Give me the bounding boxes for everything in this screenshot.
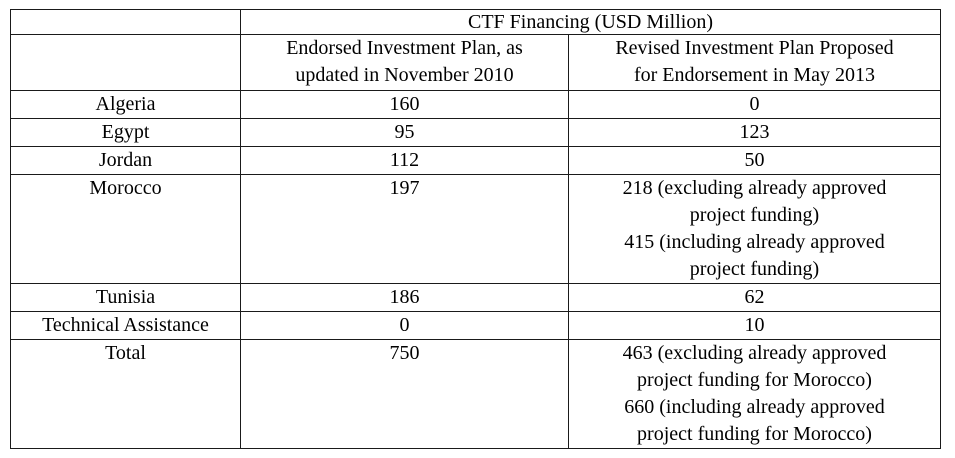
table-row-egypt: Egypt 95 123 [10,118,942,147]
endorsed-value: 112 [240,146,569,175]
row-label: Egypt [10,118,241,147]
column-header-revised: Revised Investment Plan Proposed for End… [567,34,942,91]
row-label: Jordan [10,146,241,175]
revised-value: 50 [567,146,942,175]
endorsed-value: 186 [240,283,569,312]
endorsed-value: 750 [240,339,569,449]
row-label: Algeria [10,90,241,119]
empty-header-cell [10,34,241,91]
revised-value: 10 [567,311,942,340]
table-header-row: Endorsed Investment Plan, as updated in … [10,34,942,91]
revised-value: 62 [567,283,942,312]
table-title-row: CTF Financing (USD Million) [10,9,942,35]
revised-value: 123 [567,118,942,147]
empty-corner-cell [10,9,241,35]
column-header-endorsed: Endorsed Investment Plan, as updated in … [240,34,569,91]
endorsed-value: 0 [240,311,569,340]
row-label: Total [10,339,241,449]
endorsed-value: 95 [240,118,569,147]
table-title: CTF Financing (USD Million) [239,9,942,35]
row-label: Morocco [10,174,241,284]
table-row-tunisia: Tunisia 186 62 [10,283,942,312]
table-row-technical-assistance: Technical Assistance 0 10 [10,311,942,340]
revised-value: 218 (excluding already approved project … [567,174,942,284]
table-row-total: Total 750 463 (excluding already approve… [10,339,942,449]
endorsed-value: 160 [240,90,569,119]
row-label: Tunisia [10,283,241,312]
table-row-morocco: Morocco 197 218 (excluding already appro… [10,174,942,284]
table-row-algeria: Algeria 160 0 [10,90,942,119]
revised-value: 463 (excluding already approved project … [567,339,942,449]
endorsed-value: 197 [240,174,569,284]
row-label: Technical Assistance [10,311,241,340]
revised-value: 0 [567,90,942,119]
table-row-jordan: Jordan 112 50 [10,146,942,175]
ctf-financing-table: CTF Financing (USD Million) Endorsed Inv… [10,9,942,449]
